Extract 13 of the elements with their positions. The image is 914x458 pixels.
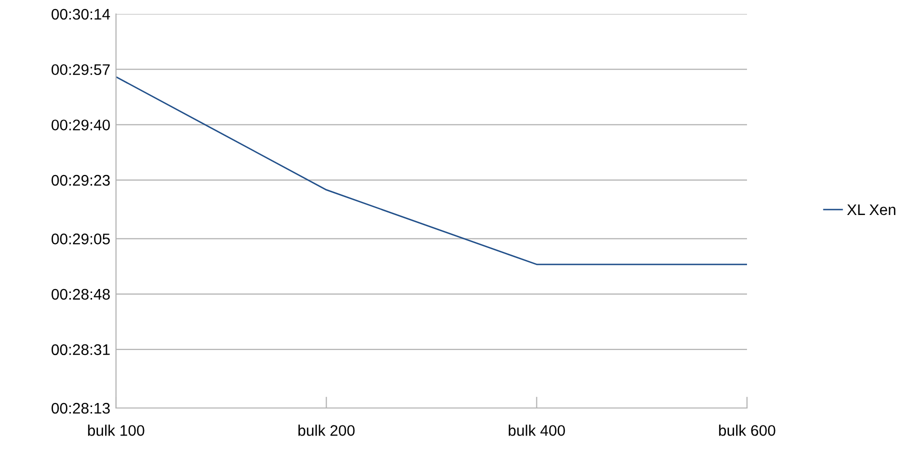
y-tick-label: 00:28:31 bbox=[52, 344, 110, 356]
y-tick-label: 00:28:48 bbox=[52, 288, 110, 300]
y-tick-label: 00:28:13 bbox=[52, 402, 110, 414]
legend-label: XL Xen bbox=[847, 204, 896, 216]
y-tick-label: 00:29:57 bbox=[52, 64, 110, 76]
x-tick-label: bulk 200 bbox=[298, 424, 355, 436]
y-tick-label: 00:30:14 bbox=[52, 8, 110, 20]
y-tick-label: 00:29:05 bbox=[52, 234, 110, 244]
y-tick-label: 00:29:40 bbox=[52, 120, 110, 130]
x-tick-label: bulk 600 bbox=[719, 424, 776, 436]
x-tick-label: bulk 100 bbox=[88, 424, 144, 436]
x-tick-label: bulk 400 bbox=[508, 424, 565, 436]
y-tick-label: 00:29:23 bbox=[52, 174, 110, 186]
